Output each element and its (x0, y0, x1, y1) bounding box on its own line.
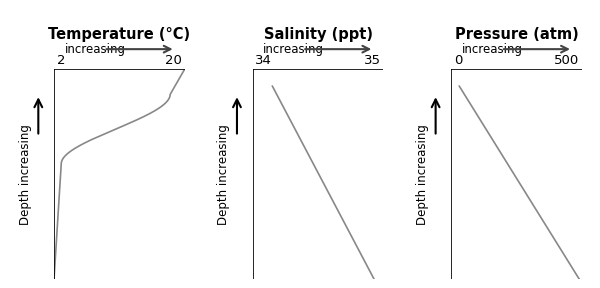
Text: 35: 35 (364, 54, 381, 67)
Text: 20: 20 (165, 54, 182, 67)
Title: Salinity (ppt): Salinity (ppt) (263, 26, 373, 41)
Text: 2: 2 (56, 54, 65, 67)
Text: Depth increasing: Depth increasing (416, 124, 429, 225)
Text: Depth increasing: Depth increasing (217, 124, 230, 225)
Text: increasing: increasing (64, 43, 125, 56)
Text: 500: 500 (554, 54, 580, 67)
Text: increasing: increasing (462, 43, 523, 56)
Text: Depth increasing: Depth increasing (19, 124, 32, 225)
Text: increasing: increasing (263, 43, 324, 56)
Title: Pressure (atm): Pressure (atm) (455, 26, 578, 41)
Title: Temperature (°C): Temperature (°C) (48, 26, 190, 41)
Text: 34: 34 (255, 54, 272, 67)
Text: 0: 0 (454, 54, 462, 67)
